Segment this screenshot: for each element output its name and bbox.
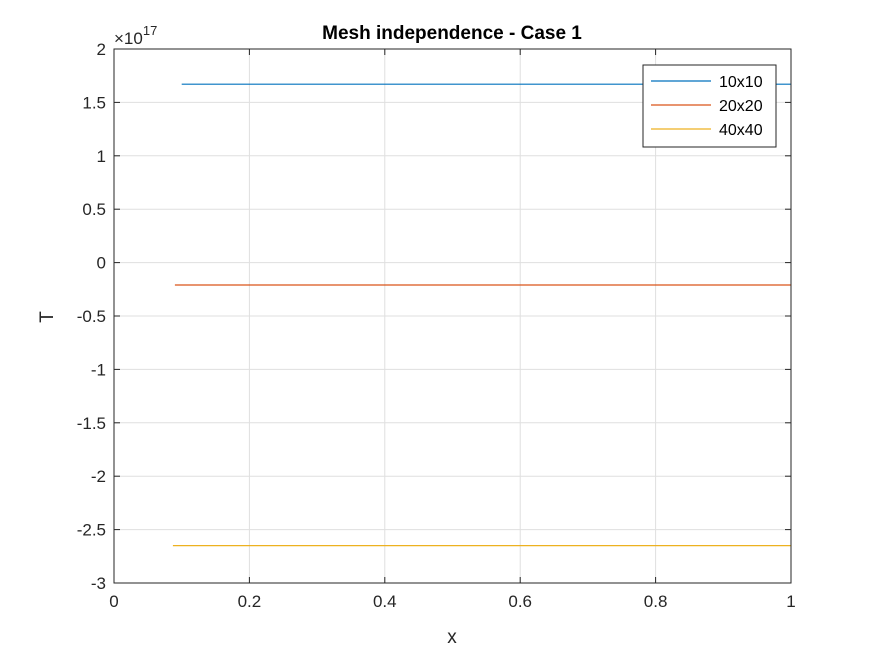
legend-box [642,64,777,148]
x-tick-label: 0.2 [238,592,262,611]
x-tick-label: 1 [786,592,795,611]
legend-entry: 20x20 [719,98,763,115]
y-tick-label: -2.5 [77,521,106,540]
y-tick-label: -3 [91,574,106,593]
legend: 10x10 20x20 40x40 [642,64,777,148]
y-axis-label: T [37,311,58,323]
x-axis-label: x [447,627,457,648]
y-tick-label: -1 [91,360,106,379]
y-axis-ticks: -3 -2.5 -2 -1.5 -1 -0.5 0 0.5 1 1.5 2 [77,40,791,593]
legend-entry: 10x10 [719,74,763,91]
x-tick-label: 0.8 [644,592,668,611]
y-exponent-label: ×1017 [114,23,157,48]
y-exponent-power: 17 [143,23,157,38]
x-tick-label: 0.6 [508,592,532,611]
y-tick-label: 2 [97,40,106,59]
x-tick-label: 0.4 [373,592,397,611]
x-tick-label: 0 [109,592,118,611]
y-tick-label: -2 [91,467,106,486]
x-axis-ticks: 0 0.2 0.4 0.6 0.8 1 [109,49,796,611]
legend-entry: 40x40 [719,122,763,139]
y-tick-label: 1 [97,147,106,166]
y-tick-label: 1.5 [82,93,106,112]
y-tick-label: 0 [97,254,106,273]
chart-title: Mesh independence - Case 1 [322,23,582,44]
y-tick-label: 0.5 [82,200,106,219]
y-exponent-base: ×10 [114,29,143,48]
y-tick-label: -0.5 [77,307,106,326]
y-tick-label: -1.5 [77,414,106,433]
